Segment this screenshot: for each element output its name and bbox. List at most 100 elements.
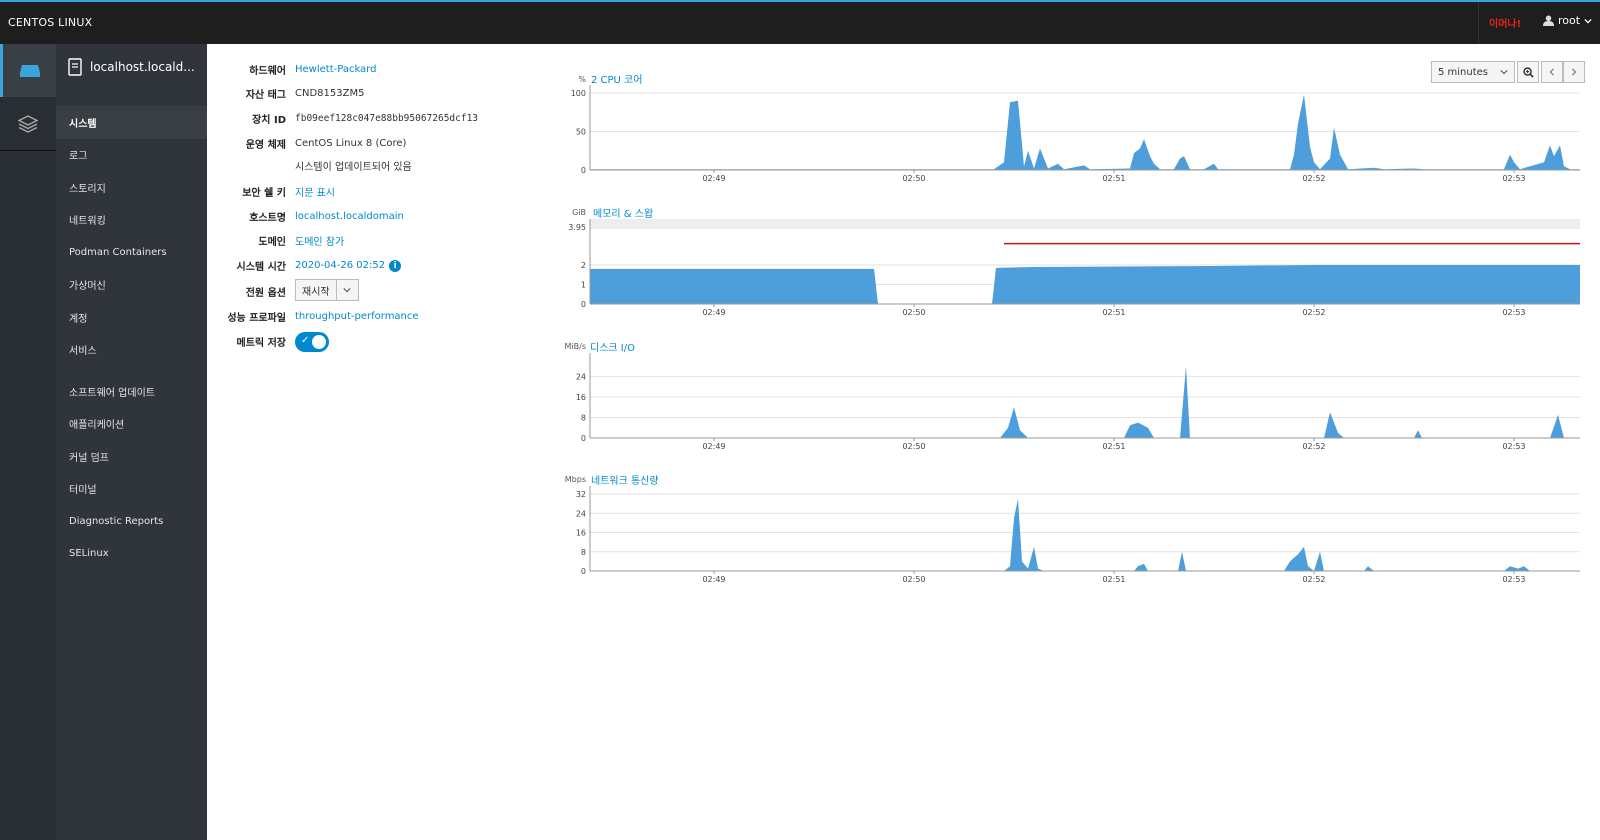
nav-item-kdump[interactable]: 커널 덤프 xyxy=(69,452,109,464)
next-button[interactable] xyxy=(1563,61,1585,83)
y-tick-label: 0 xyxy=(581,567,586,576)
document-icon xyxy=(68,58,82,76)
memory-unit: GiB xyxy=(572,208,586,217)
disk-title[interactable]: 디스크 I/O xyxy=(590,343,635,354)
hardware-link[interactable]: Hewlett-Packard xyxy=(295,64,377,75)
cpu-plot[interactable]: 0 50 100 02:49 02:50 02:51 02:52 02:53 xyxy=(560,68,1590,186)
join-domain-link[interactable]: 도메인 참가 xyxy=(295,237,345,248)
nav-sidebar: localhost.locald... 시스템 로그 스토리지 네트워킹 Pod… xyxy=(56,44,207,840)
user-menu[interactable]: root xyxy=(1543,14,1592,27)
nav-item-system[interactable]: 시스템 xyxy=(56,106,207,139)
chevron-down-icon xyxy=(343,288,351,293)
network-plot[interactable]: 0 8 16 24 32 02:49 02:50 02:51 02:52 02:53 xyxy=(560,469,1590,587)
asset-label: 자산 태그 xyxy=(245,90,286,101)
x-tick-label: 02:49 xyxy=(702,575,725,584)
hostname-link[interactable]: localhost.localdomain xyxy=(295,211,404,222)
x-tick-label: 02:50 xyxy=(902,575,925,584)
x-tick-label: 02:52 xyxy=(1302,308,1325,317)
rail-divider xyxy=(0,150,56,151)
x-tick-label: 02:50 xyxy=(902,174,925,183)
disk-plot[interactable]: 0 8 16 24 02:49 02:50 02:51 02:52 02:53 xyxy=(560,336,1590,454)
nav-item-podman[interactable]: Podman Containers xyxy=(69,246,167,258)
nav-item-updates[interactable]: 소프트웨어 업데이트 xyxy=(69,387,155,399)
nav-item-logs[interactable]: 로그 xyxy=(69,151,88,163)
machine-id-label: 장치 ID xyxy=(252,115,286,126)
domain-label: 도메인 xyxy=(258,237,286,248)
nav-item-vms[interactable]: 가상머신 xyxy=(69,281,106,293)
profile-link[interactable]: throughput-performance xyxy=(295,311,419,322)
series-area xyxy=(590,498,1580,571)
time-row: 시스템 시간 2020-04-26 02:52 i xyxy=(207,258,552,273)
y-tick-label: 24 xyxy=(576,372,586,381)
hostname-label: 호스트명 xyxy=(249,213,286,224)
os-status-spacer xyxy=(207,158,286,173)
y-tick-label: 24 xyxy=(576,509,586,518)
cpu-title[interactable]: 2 CPU 코어 xyxy=(591,75,643,86)
metrics-toggle[interactable]: ✓ xyxy=(295,332,329,352)
chevron-left-icon xyxy=(1549,68,1554,76)
machine-id-row: 장치 ID fb09eef128c047e88bb95067265dcf13 xyxy=(207,111,552,126)
power-label: 전원 옵션 xyxy=(245,288,286,299)
x-tick-label: 02:50 xyxy=(902,442,925,451)
restart-button[interactable]: 재시작 xyxy=(302,286,330,298)
cpu-chart: % 2 CPU 코어 0 50 100 02:49 02:50 02:51 02:52 02:… xyxy=(560,68,1590,186)
system-time-link[interactable]: 2020-04-26 02:52 xyxy=(295,260,386,271)
time-range-select[interactable]: 5 minutes xyxy=(1431,61,1515,83)
x-tick-label: 02:51 xyxy=(1102,308,1125,317)
rail-item-server[interactable] xyxy=(0,44,56,97)
nav-item-storage[interactable]: 스토리지 xyxy=(69,183,106,195)
nav-item-diagnostic-reports[interactable]: Diagnostic Reports xyxy=(69,515,164,527)
power-options-dropdown[interactable]: 재시작 xyxy=(295,279,359,301)
os-label: 운영 체제 xyxy=(245,140,286,151)
nav-item-applications[interactable]: 애플리케이션 xyxy=(69,420,125,432)
previous-button[interactable] xyxy=(1541,61,1563,83)
y-tick-label: 32 xyxy=(576,490,586,499)
x-tick-label: 02:51 xyxy=(1102,174,1125,183)
nav-item-networking[interactable]: 네트워킹 xyxy=(69,216,106,228)
zoom-icon xyxy=(1522,66,1534,78)
x-tick-label: 02:52 xyxy=(1302,174,1325,183)
y-tick-label: 16 xyxy=(576,529,586,538)
y-tick-label: 3.95 xyxy=(568,223,586,232)
y-tick-label: 2 xyxy=(581,261,586,270)
network-chart: Mbps 네트워크 통신량 0 8 16 24 32 02:49 02:50 02:51 02:… xyxy=(560,469,1590,587)
y-tick-label: 1 xyxy=(581,281,586,290)
server-icon xyxy=(19,64,40,77)
ssh-fingerprint-link[interactable]: 지문 표시 xyxy=(295,188,335,199)
info-icon[interactable]: i xyxy=(389,259,402,272)
nav-item-terminal[interactable]: 터미널 xyxy=(69,485,97,497)
alert-indicator[interactable]: 이머나! xyxy=(1489,19,1522,30)
os-update-status[interactable]: 시스템이 업데이트되어 있음 xyxy=(295,162,412,173)
hardware-label: 하드웨어 xyxy=(249,66,286,77)
cpu-unit: % xyxy=(578,75,586,84)
series-area xyxy=(590,94,1580,170)
nav-gap xyxy=(56,366,207,375)
machine-id-value: fb09eef128c047e88bb95067265dcf13 xyxy=(295,113,479,124)
swap-band xyxy=(590,219,1580,229)
host-name: localhost.locald... xyxy=(90,60,195,74)
user-icon xyxy=(1543,15,1554,26)
x-tick-label: 02:52 xyxy=(1302,575,1325,584)
x-tick-label: 02:50 xyxy=(902,308,925,317)
memory-title[interactable]: 메모리 & 스왑 xyxy=(593,209,654,220)
memory-plot[interactable]: 0 1 2 3.95 02:49 02:50 02:51 02:52 02:53 xyxy=(560,202,1590,320)
nav-item-services[interactable]: 서비스 xyxy=(69,346,97,358)
layers-icon xyxy=(18,114,38,133)
rail-item-dashboard[interactable] xyxy=(0,97,56,150)
asset-value: CND8153ZM5 xyxy=(295,88,365,99)
ssh-row: 보안 쉘 키 지문 표시 xyxy=(207,184,552,199)
x-tick-label: 02:53 xyxy=(1502,308,1525,317)
nav-item-accounts[interactable]: 계정 xyxy=(69,313,88,325)
nav-item-selinux[interactable]: SELinux xyxy=(69,548,109,560)
os-status-row: 시스템이 업데이트되어 있음 xyxy=(207,158,552,173)
network-title[interactable]: 네트워크 통신량 xyxy=(591,476,659,487)
power-caret[interactable] xyxy=(335,280,358,300)
y-tick-label: 0 xyxy=(581,166,586,175)
host-switcher[interactable]: localhost.locald... xyxy=(68,58,195,76)
x-tick-label: 02:49 xyxy=(702,174,725,183)
check-icon: ✓ xyxy=(301,335,310,346)
brand-title: CENTOS LINUX xyxy=(8,16,93,29)
zoom-button[interactable] xyxy=(1517,61,1539,83)
y-tick-label: 100 xyxy=(571,89,586,98)
network-unit: Mbps xyxy=(564,475,586,484)
